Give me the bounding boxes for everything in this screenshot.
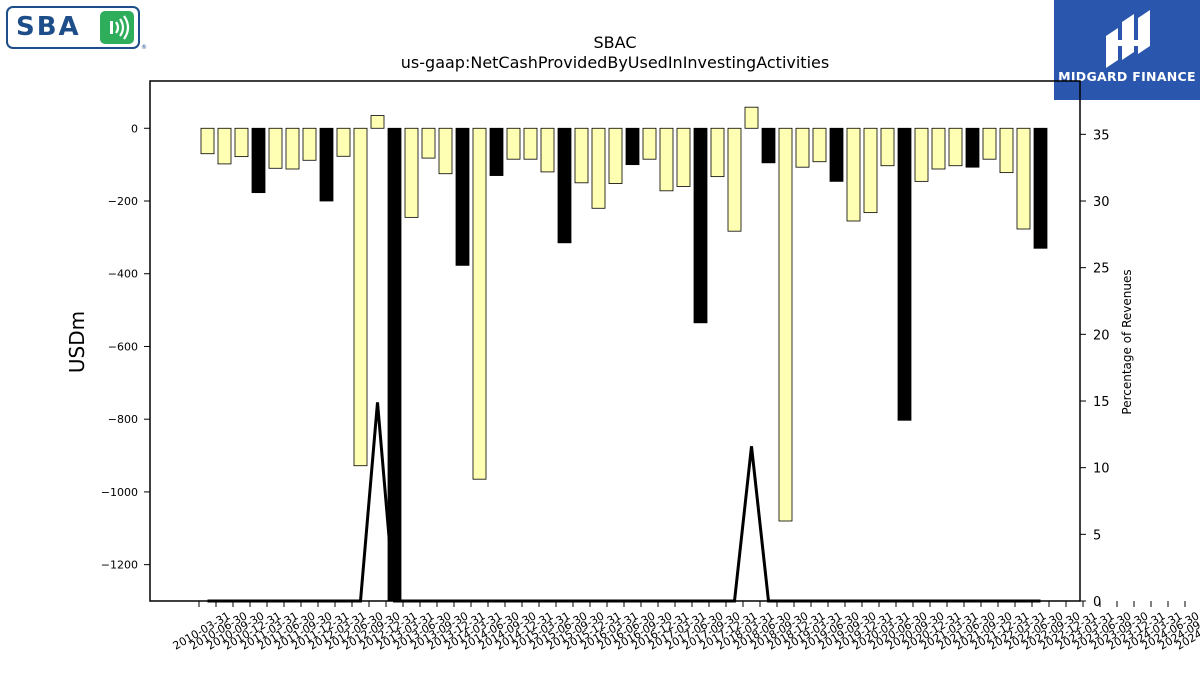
bar — [387, 127, 402, 602]
bar — [625, 127, 640, 166]
bar — [438, 127, 453, 175]
x-ticks-layer: 2010-03-312010-06-302010-09-302010-12-31… — [171, 601, 1200, 653]
bar — [880, 127, 895, 167]
bar — [421, 127, 436, 159]
bar — [931, 127, 946, 170]
bar — [642, 127, 657, 160]
bar — [268, 127, 283, 169]
y-tick-label: −800 — [108, 413, 138, 426]
bar — [676, 127, 691, 187]
sba-trademark: ® — [141, 44, 147, 51]
bar — [353, 127, 368, 467]
bar — [217, 127, 232, 165]
bar — [251, 127, 266, 194]
bar — [982, 127, 997, 160]
y-tick-label: −1200 — [101, 559, 138, 572]
bar — [778, 127, 793, 522]
bar — [540, 127, 555, 173]
bar — [506, 127, 521, 160]
bar — [897, 127, 912, 421]
bar — [948, 127, 963, 167]
bar — [914, 127, 929, 182]
bar — [846, 127, 861, 222]
bar — [999, 127, 1014, 174]
bar — [319, 127, 334, 202]
plot-frame — [149, 80, 1081, 602]
bar — [727, 127, 742, 232]
bar — [795, 127, 810, 168]
bar — [744, 106, 759, 129]
bar — [336, 127, 351, 157]
bar — [302, 127, 317, 161]
bar — [761, 127, 776, 164]
midgard-m-icon — [1106, 10, 1150, 68]
bar — [370, 115, 385, 129]
y2-tick-label: 20 — [1093, 328, 1110, 343]
bar — [455, 127, 470, 266]
y-tick-label: 0 — [131, 122, 138, 135]
y-axis-label: USDm — [65, 311, 89, 373]
bar — [965, 127, 980, 168]
y-ticks-layer: 0 −200 −400 −600 −800 −1000 −1200 — [101, 122, 150, 572]
midgard-finance-logo: MIDGARD FINANCE — [1054, 0, 1200, 100]
y2-tick-label: 15 — [1093, 395, 1110, 410]
bar — [574, 127, 589, 184]
y2-ticks-layer: 0 5 10 15 20 25 30 35 — [1080, 128, 1110, 610]
sba-logo-text: SBA — [16, 12, 81, 42]
bar — [200, 127, 215, 155]
y2-tick-label: 35 — [1093, 128, 1110, 143]
bar — [285, 127, 300, 170]
bar — [591, 127, 606, 209]
bars-layer — [200, 106, 1048, 602]
bar — [557, 127, 572, 244]
bar — [404, 127, 419, 218]
y2-tick-label: 5 — [1093, 528, 1101, 543]
bar — [693, 127, 708, 324]
y-tick-label: −600 — [108, 340, 138, 353]
bar — [710, 127, 725, 178]
y2-tick-label: 30 — [1093, 195, 1110, 210]
bar — [489, 127, 504, 176]
bar — [234, 127, 249, 158]
bar — [659, 127, 674, 192]
y-tick-label: −400 — [108, 268, 138, 281]
y2-tick-label: 25 — [1093, 262, 1110, 277]
chart-title: SBAC — [594, 33, 637, 52]
percentage-line — [207, 402, 1041, 603]
midgard-finance-label: MIDGARD FINANCE — [1058, 69, 1196, 84]
bar — [523, 127, 538, 160]
sba-logo: SBA — [6, 6, 140, 49]
bar — [608, 127, 623, 184]
y-tick-label: −1000 — [101, 486, 138, 499]
bar — [1033, 127, 1048, 249]
y2-tick-label: 10 — [1093, 462, 1110, 477]
y2-tick-label: 0 — [1093, 595, 1101, 610]
y2-axis-label: Percentage of Revenues — [1120, 269, 1134, 414]
y-tick-label: −200 — [108, 195, 138, 208]
percentage-line-layer — [207, 402, 1041, 603]
signal-waves-icon — [100, 11, 134, 44]
chart-subtitle: us-gaap:NetCashProvidedByUsedInInvesting… — [401, 53, 829, 72]
bar — [863, 127, 878, 214]
bar — [829, 127, 844, 182]
bar — [812, 127, 827, 163]
bar — [472, 127, 487, 480]
bar — [1016, 127, 1031, 230]
